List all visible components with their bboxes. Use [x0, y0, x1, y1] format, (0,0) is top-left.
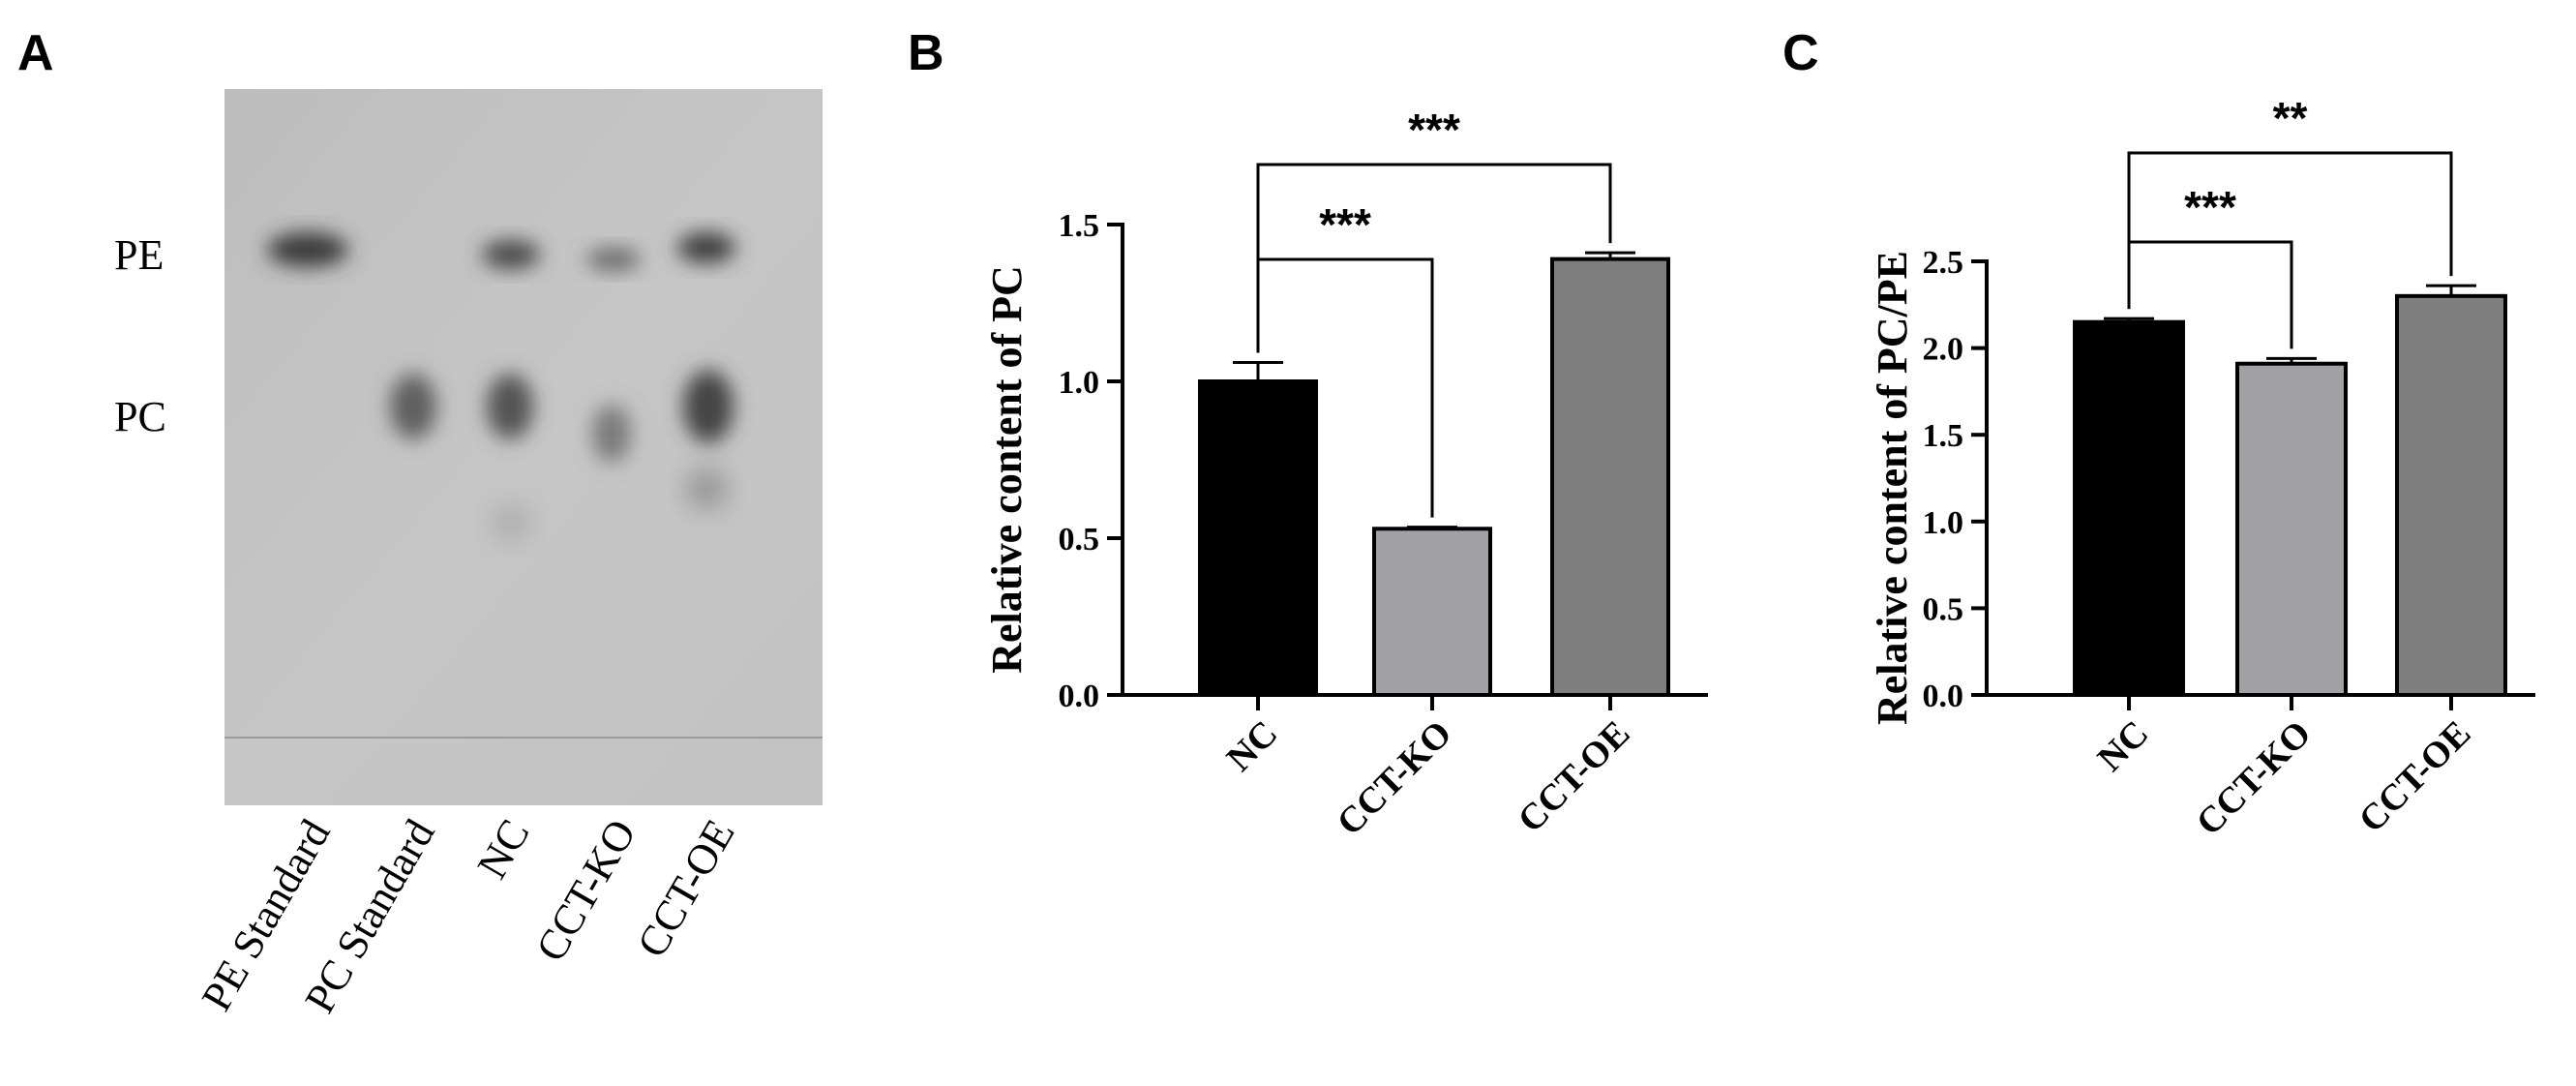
y-tick-label: 2.5 [1923, 245, 1964, 281]
bar-cct-oe [1550, 256, 1670, 697]
spot-cct-ko-pe [586, 248, 641, 271]
bar-nc [2073, 319, 2185, 697]
y-tick-label: 1.5 [1059, 208, 1100, 244]
panel-letter-a: A [17, 25, 54, 81]
spot-nc-pc [487, 374, 533, 439]
spot-pc-standard [390, 374, 436, 439]
y-tick-label: 0.0 [1923, 679, 1964, 714]
y-axis-title: Relative content of PC [983, 265, 1031, 674]
significance-bracket [1256, 163, 1612, 353]
lane-label-cct-ko: CCT-KO [526, 812, 644, 970]
y-tick-label: 1.0 [1059, 365, 1100, 401]
plate-background [225, 89, 823, 805]
significance-bracket [2127, 151, 2453, 310]
y-tick-label: 0.5 [1923, 591, 1964, 627]
y-tick-label: 1.0 [1923, 505, 1964, 541]
lane-label-nc: NC [468, 812, 539, 887]
x-category-label: CCT-KO [2189, 713, 2320, 844]
x-category-label: CCT-OE [2351, 713, 2479, 841]
spot-cct-oe-pc [683, 370, 734, 443]
x-category-label: NC [1219, 713, 1286, 780]
spot-pe-standard [267, 232, 348, 267]
tlc-plate-image [225, 89, 823, 805]
bar-cct-oe [2395, 293, 2507, 697]
chart-b: 0.0 0.5 1.0 1.5 NC CCT-KO CCT-OE Relative conte… [983, 105, 1708, 843]
panel-letter-c: C [1782, 25, 1819, 81]
spot-nc-pe [482, 240, 540, 269]
spot-cct-oe-lower [687, 469, 726, 508]
x-category-label: NC [2090, 713, 2157, 780]
x-category-label: CCT-KO [1330, 713, 1460, 844]
y-tick-label: 2.0 [1923, 332, 1964, 368]
y-tick-label: 1.5 [1923, 418, 1964, 454]
bar-nc [1198, 379, 1318, 697]
panel-b: B 0.0 0.5 1.0 1.5 NC CCT-KO CCT-OE Relative con… [908, 25, 1708, 843]
y-tick-label: 0.5 [1059, 522, 1100, 558]
significance-label: *** [2184, 182, 2236, 232]
spot-nc-lower [494, 505, 528, 540]
panel-letter-b: B [908, 25, 944, 81]
x-category-label: CCT-OE [1511, 713, 1638, 841]
panel-a: A PE PC PE Standard PC Standard NC CCT-K… [17, 25, 823, 1021]
lane-label-cct-oe: CCT-OE [628, 812, 744, 966]
bar-cct-ko [1372, 527, 1492, 698]
bar-cct-ko [2235, 361, 2348, 697]
significance-label: *** [1408, 105, 1460, 155]
band-label-pe: PE [114, 231, 164, 279]
spot-cct-oe-pe [677, 232, 735, 263]
significance-label: ** [2273, 93, 2308, 143]
y-tick-label: 0.0 [1059, 679, 1100, 714]
spot-cct-ko-pc [592, 405, 631, 463]
chart-c: 0.0 0.5 1.0 1.5 2.0 2.5 NC CCT-KO CCT-OE Relative… [1869, 93, 2535, 843]
significance-label: *** [1319, 199, 1371, 250]
y-axis-title: Relative content of PC/PE [1869, 251, 1916, 725]
band-label-pc: PC [114, 393, 166, 440]
panel-c: C 0.0 0.5 1.0 1.5 2.0 2.5 NC CCT-KO CCT-OE Relati… [1782, 25, 2535, 843]
